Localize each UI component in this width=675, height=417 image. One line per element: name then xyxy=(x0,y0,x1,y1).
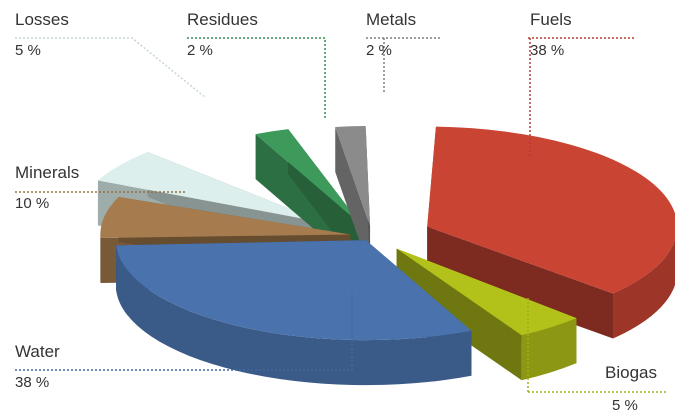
label-water: Water 38 % xyxy=(15,342,60,391)
slice-rim-fuels xyxy=(613,239,675,339)
leader-line-water xyxy=(15,290,353,371)
slice-value-metals: 2 % xyxy=(366,42,392,59)
slice-top-water xyxy=(116,240,472,341)
leader-line-residues xyxy=(187,37,326,120)
slice-value-losses: 5 % xyxy=(15,42,41,59)
slice-biogas xyxy=(396,248,577,381)
slice-side-biogas xyxy=(396,248,522,381)
leader-lines xyxy=(15,37,668,393)
slice-top-metals xyxy=(335,126,371,227)
slice-value-biogas: 5 % xyxy=(612,397,638,414)
leader-line-biogas xyxy=(527,298,668,393)
pie-slices xyxy=(97,126,675,386)
slice-top-residues xyxy=(255,129,362,225)
slice-top-fuels xyxy=(427,126,675,294)
label-metals: Metals 2 % xyxy=(366,10,416,59)
slice-label-minerals: Minerals xyxy=(15,163,79,182)
slice-label-residues: Residues xyxy=(187,10,258,29)
slice-rim-biogas xyxy=(521,318,577,381)
slice-metals xyxy=(335,126,371,272)
label-residues: Residues 2 % xyxy=(187,10,258,59)
slice-top-losses xyxy=(97,151,325,223)
leader-line-metals xyxy=(366,37,440,92)
slice-side-metals xyxy=(335,127,371,272)
slice-label-metals: Metals xyxy=(366,10,416,29)
label-fuels: Fuels 38 % xyxy=(530,10,572,59)
slice-label-losses: Losses xyxy=(15,10,69,29)
label-biogas: Biogas 5 % xyxy=(605,363,657,414)
slice-value-residues: 2 % xyxy=(187,42,213,59)
slice-label-water: Water xyxy=(15,342,60,361)
label-losses: Losses 5 % xyxy=(15,10,69,59)
leader-line-losses xyxy=(15,37,207,99)
slice-value-water: 38 % xyxy=(15,374,49,391)
slice-rim-water xyxy=(116,245,472,386)
label-minerals: Minerals 10 % xyxy=(15,163,79,212)
slice-water xyxy=(116,240,472,386)
slice-top-minerals xyxy=(100,197,351,238)
slice-value-fuels: 38 % xyxy=(530,42,564,59)
slice-value-minerals: 10 % xyxy=(15,195,49,212)
slice-side-fuels xyxy=(427,226,614,339)
slice-top-biogas xyxy=(396,248,577,336)
slice-label-fuels: Fuels xyxy=(530,10,572,29)
slice-label-biogas: Biogas xyxy=(605,363,657,382)
slice-fuels xyxy=(427,126,675,339)
leader-line-fuels xyxy=(528,37,634,158)
